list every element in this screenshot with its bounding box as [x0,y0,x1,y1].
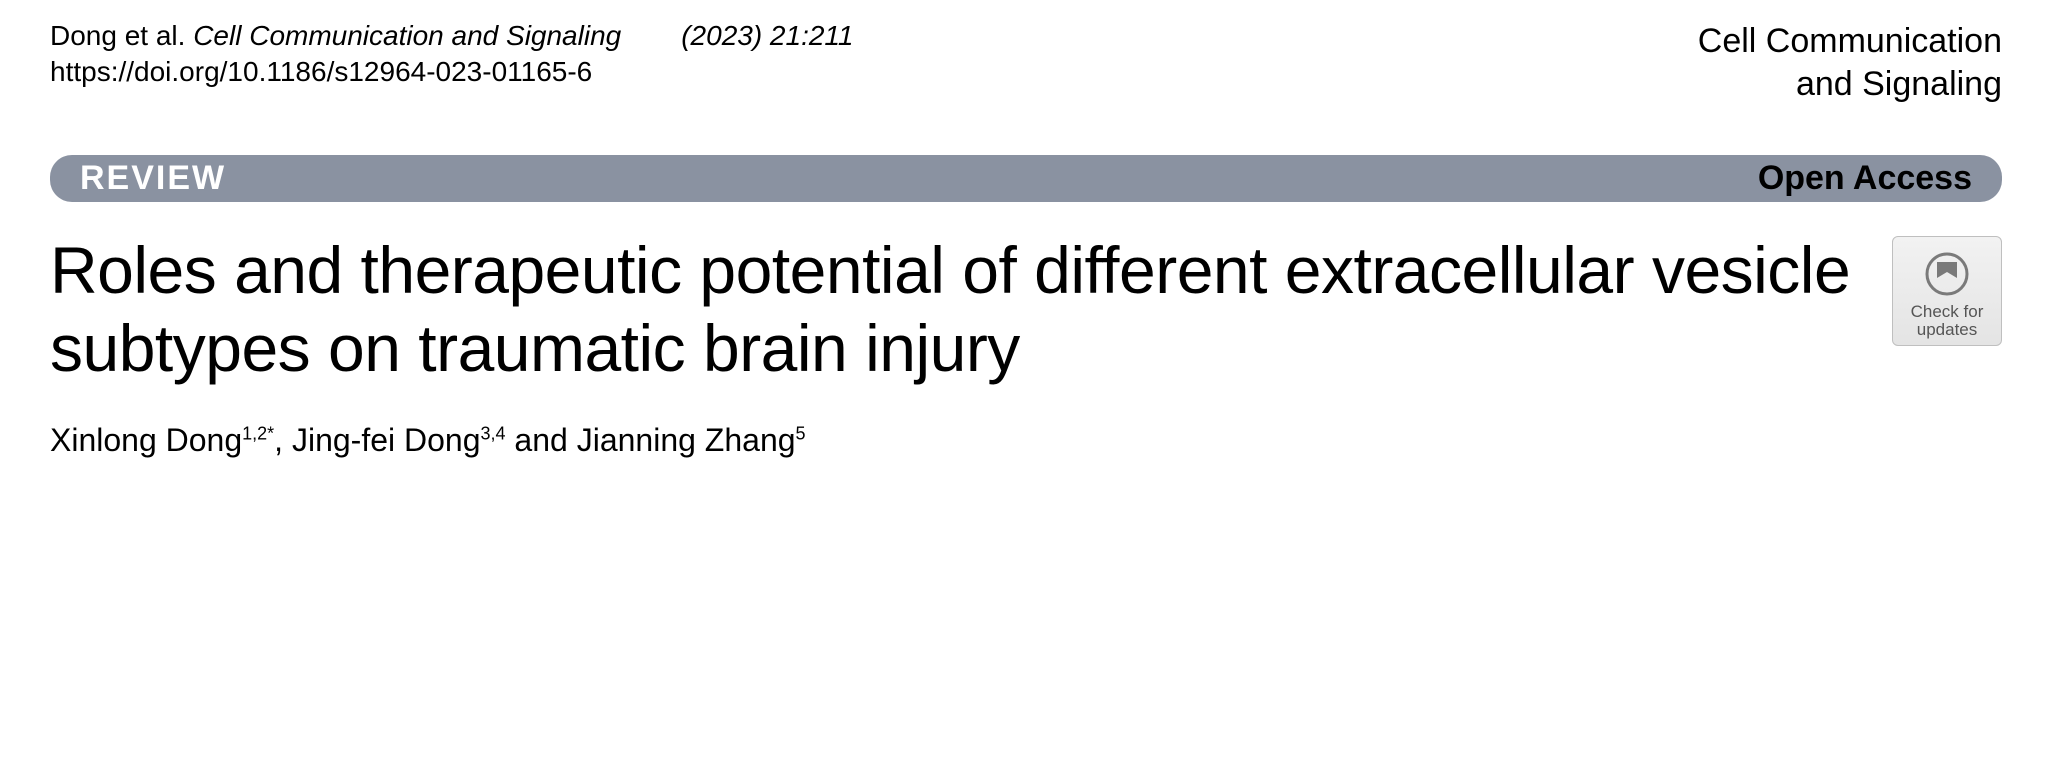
crossmark-badge[interactable]: Check for updates [1892,236,2002,346]
crossmark-text: Check for updates [1911,303,1984,339]
crossmark-icon [1925,252,1969,301]
article-type-banner: REVIEW Open Access [50,155,2002,202]
open-access-label: Open Access [1758,159,1972,198]
crossmark-line1: Check for [1911,303,1984,321]
author-list: Xinlong Dong1,2*, Jing-fei Dong3,4 and J… [50,422,2002,459]
citation-journal: Cell Communication and Signaling [193,20,621,51]
author: Xinlong Dong1,2* [50,422,274,458]
doi-link[interactable]: https://doi.org/10.1186/s12964-023-01165… [50,56,854,88]
author-name: Xinlong Dong [50,422,242,458]
author-name: Jing-fei Dong [292,422,481,458]
journal-name-line2: and Signaling [1698,63,2002,106]
citation-etal: et al. [125,20,186,51]
title-row: Roles and therapeutic potential of diffe… [50,232,2002,388]
citation-line: Dong et al. Cell Communication and Signa… [50,20,854,52]
article-type-label: REVIEW [80,159,226,198]
author-sep: , [274,422,292,458]
author-affil: 1,2* [242,423,274,443]
header-left: Dong et al. Cell Communication and Signa… [50,20,854,88]
author-sep: and [506,422,577,458]
citation-author: Dong [50,20,117,51]
journal-name: Cell Communication and Signaling [1698,20,2002,105]
crossmark-line2: updates [1911,321,1984,339]
author: Jing-fei Dong3,4 [292,422,506,458]
author-affil: 3,4 [481,423,506,443]
journal-name-line1: Cell Communication [1698,20,2002,63]
author-affil: 5 [796,423,806,443]
citation-author-journal: Dong et al. Cell Communication and Signa… [50,20,621,52]
citation-year-volume: (2023) 21:211 [681,20,853,52]
author: Jianning Zhang5 [577,422,806,458]
article-title: Roles and therapeutic potential of diffe… [50,232,1872,388]
running-header: Dong et al. Cell Communication and Signa… [50,20,2002,105]
author-name: Jianning Zhang [577,422,796,458]
